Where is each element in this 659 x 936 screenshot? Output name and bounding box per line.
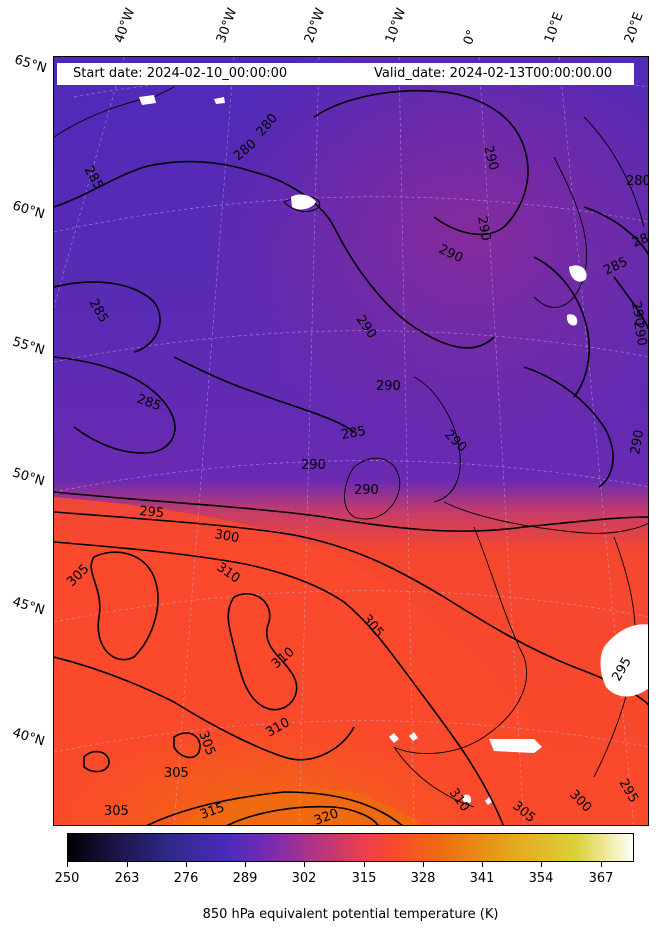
colorbar-tick bbox=[601, 862, 602, 867]
colorbar-tick-label: 289 bbox=[232, 871, 258, 886]
lon-label-10w: 10°W bbox=[382, 6, 410, 45]
coastlines bbox=[54, 86, 648, 808]
lat-label-65n: 65°N bbox=[12, 52, 49, 77]
colorbar-tick bbox=[364, 862, 365, 867]
colorbar-tick-label: 341 bbox=[469, 871, 495, 886]
contour-label: 285 bbox=[340, 424, 367, 443]
colorbar bbox=[67, 833, 634, 862]
contour-label: 290 bbox=[376, 379, 401, 394]
lat-label-40n: 40°N bbox=[10, 725, 47, 750]
contour-label: 290 bbox=[474, 215, 493, 242]
hot-overlay bbox=[54, 557, 648, 825]
contour-label: 280 bbox=[626, 174, 649, 189]
colorbar-tick-label: 302 bbox=[291, 871, 317, 886]
contour-label: 295 bbox=[139, 504, 165, 521]
colorbar-tick-label: 367 bbox=[588, 871, 614, 886]
lat-label-55n: 55°N bbox=[10, 334, 47, 359]
valid-date-label: Valid_date: 2024-02-13T00:00:00.00 bbox=[374, 66, 613, 81]
contour-label: 290 bbox=[630, 320, 649, 347]
contour-label: 290 bbox=[628, 429, 647, 456]
lat-label-50n: 50°N bbox=[10, 465, 47, 490]
contour-lines bbox=[54, 89, 648, 825]
colorbar-tick-label: 250 bbox=[54, 871, 80, 886]
colorbar-tick bbox=[186, 862, 187, 867]
contour-label: 290 bbox=[354, 483, 379, 498]
lat-label-45n: 45°N bbox=[10, 594, 47, 619]
colorbar-tick bbox=[482, 862, 483, 867]
colorbar-tick-label: 328 bbox=[410, 871, 436, 886]
colorbar-tick bbox=[245, 862, 246, 867]
colorbar-tick bbox=[67, 862, 68, 867]
lon-label-20w: 20°W bbox=[301, 6, 329, 45]
colorbar-tick-label: 263 bbox=[114, 871, 140, 886]
contour-label: 305 bbox=[104, 804, 129, 819]
contour-label: 300 bbox=[213, 527, 240, 546]
lon-label-10e: 10°E bbox=[541, 10, 567, 46]
theta-e-field: 280 285 280 285 290 290 290 290 285 285 … bbox=[54, 57, 649, 825]
colorbar-tick-label: 315 bbox=[351, 871, 377, 886]
lon-label-40w: 40°W bbox=[111, 6, 139, 45]
map-panel: 280 285 280 285 290 290 290 290 285 285 … bbox=[53, 56, 649, 826]
colorbar-title: 850 hPa equivalent potential temperature… bbox=[202, 907, 499, 922]
contour-label: 290 bbox=[628, 300, 647, 327]
colorbar-tick-label: 354 bbox=[528, 871, 554, 886]
lon-label-0: 0° bbox=[460, 27, 481, 47]
colorbar-tick bbox=[541, 862, 542, 867]
colorbar-tick bbox=[304, 862, 305, 867]
lat-label-60n: 60°N bbox=[10, 198, 47, 223]
contour-label: 290 bbox=[301, 458, 326, 473]
header-background bbox=[57, 63, 634, 85]
contour-label: 290 bbox=[480, 144, 501, 172]
lon-label-20e: 20°E bbox=[621, 10, 647, 46]
lon-label-30w: 30°W bbox=[213, 6, 241, 45]
colorbar-tick-label: 276 bbox=[173, 871, 199, 886]
start-date-label: Start date: 2024-02-10_00:00:00 bbox=[73, 66, 288, 81]
contour-label: 305 bbox=[164, 766, 189, 781]
masked-areas bbox=[139, 95, 648, 805]
colorbar-tick bbox=[423, 862, 424, 867]
colorbar-tick bbox=[127, 862, 128, 867]
